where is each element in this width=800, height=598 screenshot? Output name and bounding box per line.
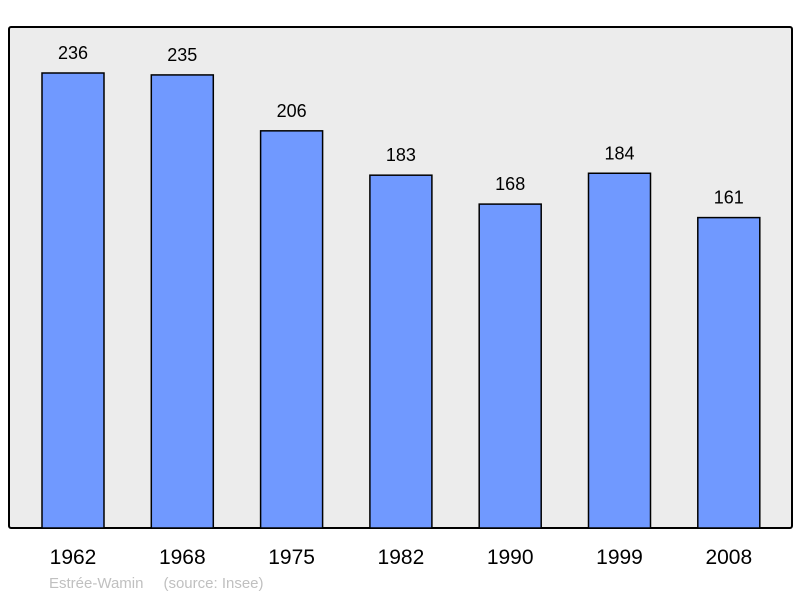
bar-1982 xyxy=(369,174,433,529)
x-tick-label-1982: 1982 xyxy=(378,546,425,569)
bar-1990 xyxy=(478,203,542,529)
bar-1999 xyxy=(587,172,652,529)
data-label-1999: 184 xyxy=(604,143,634,163)
place-name: Estrée-Wamin xyxy=(49,575,144,592)
data-label-1962: 236 xyxy=(58,43,88,63)
x-tick-label-1990: 1990 xyxy=(487,546,534,569)
bar-2008 xyxy=(697,216,761,529)
x-tick-label-1968: 1968 xyxy=(159,546,206,569)
x-tick-label-1962: 1962 xyxy=(50,546,97,569)
bar-1968 xyxy=(150,74,215,529)
footer: Estrée-Wamin (source: Insee) xyxy=(49,575,264,592)
x-tick-label-1975: 1975 xyxy=(268,546,315,569)
data-label-1975: 206 xyxy=(277,101,307,121)
data-label-2008: 161 xyxy=(714,188,744,208)
x-tick-label-2008: 2008 xyxy=(705,546,752,569)
x-tick-label-1999: 1999 xyxy=(596,546,643,569)
bar-1975 xyxy=(259,130,324,529)
data-label-1968: 235 xyxy=(167,45,197,65)
bar-1962 xyxy=(41,72,105,529)
data-label-1982: 183 xyxy=(386,145,416,165)
source-note: (source: Insee) xyxy=(163,575,264,592)
data-label-1990: 168 xyxy=(495,174,525,194)
